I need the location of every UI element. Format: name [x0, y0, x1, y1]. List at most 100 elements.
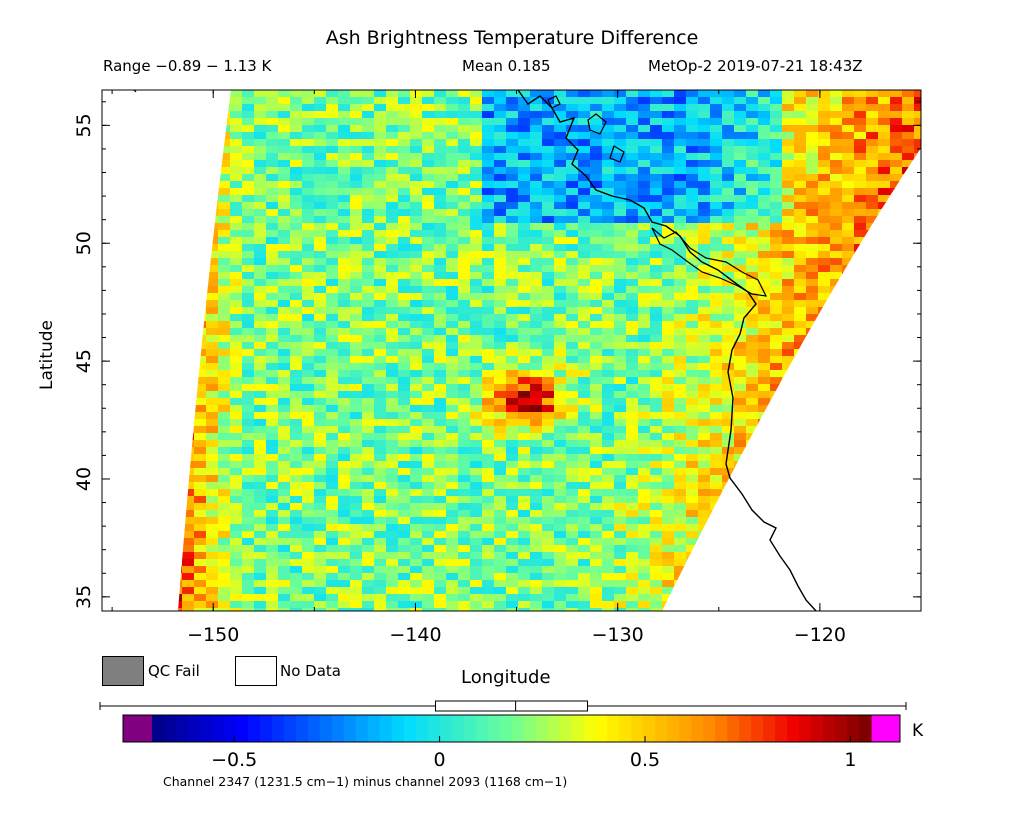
swath-cell — [722, 412, 735, 420]
swath-cell — [386, 552, 399, 560]
swath-cell — [242, 475, 255, 483]
swath-cell — [458, 356, 471, 364]
swath-cell — [914, 601, 921, 609]
swath-cell — [410, 545, 423, 553]
swath-cell — [650, 286, 663, 294]
swath-cell — [494, 608, 507, 611]
swath-cell — [278, 181, 291, 189]
swath-cell — [410, 293, 423, 301]
swath-cell — [398, 447, 411, 455]
swath-cell — [674, 139, 687, 147]
swath-cell — [722, 419, 735, 427]
swath-cell — [518, 489, 531, 497]
swath-cell — [362, 167, 375, 175]
swath-cell — [446, 454, 459, 462]
swath-cell — [338, 454, 351, 462]
swath-cell — [338, 391, 351, 399]
swath-cell — [374, 468, 387, 476]
swath-cell — [242, 188, 255, 196]
swath-cell — [878, 97, 891, 105]
swath-cell — [806, 216, 819, 224]
swath-cell — [218, 97, 231, 105]
swath-cell — [470, 468, 483, 476]
swath-cell — [230, 587, 243, 595]
swath-cell — [650, 209, 663, 217]
swath-cell — [890, 468, 903, 476]
swath-cell — [830, 454, 843, 462]
swath-cell — [362, 279, 375, 287]
swath-cell — [614, 608, 627, 611]
swath-cell — [902, 363, 915, 371]
swath-cell — [230, 440, 243, 448]
swath-cell — [806, 146, 819, 154]
swath-cell — [206, 524, 219, 532]
swath-cell — [290, 153, 303, 161]
swath-cell — [650, 335, 663, 343]
swath-cell — [254, 440, 267, 448]
swath-cell — [614, 475, 627, 483]
swath-cell — [230, 342, 243, 350]
swath-cell — [422, 356, 435, 364]
swath-cell — [182, 251, 195, 259]
swath-cell — [278, 335, 291, 343]
swath-cell — [866, 580, 879, 588]
swath-cell — [698, 279, 711, 287]
swath-cell — [806, 90, 819, 98]
swath-cell — [434, 440, 447, 448]
swath-cell — [722, 118, 735, 126]
swath-cell — [878, 153, 891, 161]
swath-cell — [854, 307, 867, 315]
swath-cell — [650, 559, 663, 567]
swath-cell — [674, 433, 687, 441]
swath-cell — [458, 405, 471, 413]
swath-cell — [446, 209, 459, 217]
swath-cell — [194, 391, 207, 399]
swath-cell — [554, 559, 567, 567]
swath-cell — [350, 475, 363, 483]
colorbar-segment — [403, 715, 417, 742]
swath-cell — [338, 608, 351, 611]
swath-cell — [518, 587, 531, 595]
swath-cell — [266, 258, 279, 266]
swath-cell — [902, 510, 915, 518]
swath-cell — [530, 251, 543, 259]
swath-cell — [278, 153, 291, 161]
colorbar-segment — [152, 715, 165, 742]
swath-cell — [626, 321, 639, 329]
swath-cell — [782, 559, 795, 567]
swath-cell — [314, 251, 327, 259]
swath-cell — [734, 412, 747, 420]
swath-cell — [506, 104, 519, 112]
swath-cell — [914, 321, 921, 329]
swath-cell — [206, 335, 219, 343]
swath-cell — [638, 160, 651, 168]
swath-cell — [362, 594, 375, 602]
swath-cell — [710, 195, 723, 203]
swath-cell — [398, 216, 411, 224]
swath-cell — [242, 90, 255, 98]
swath-cell — [806, 398, 819, 406]
swath-cell — [242, 419, 255, 427]
swath-cell — [386, 174, 399, 182]
swath-cell — [482, 398, 495, 406]
swath-cell — [350, 433, 363, 441]
swath-cell — [518, 265, 531, 273]
swath-cell — [446, 517, 459, 525]
swath-cell — [362, 90, 375, 98]
swath-cell — [362, 552, 375, 560]
swath-cell — [374, 419, 387, 427]
swath-cell — [422, 216, 435, 224]
swath-cell — [386, 132, 399, 140]
swath-cell — [614, 524, 627, 532]
swath-cell — [362, 216, 375, 224]
swath-cell — [698, 118, 711, 126]
swath-cell — [734, 587, 747, 595]
swath-cell — [542, 566, 555, 574]
swath-cell — [902, 146, 915, 154]
swath-cell — [326, 209, 339, 217]
swath-cell — [734, 503, 747, 511]
swath-cell — [830, 356, 843, 364]
swath-cell — [482, 608, 495, 611]
swath-cell — [458, 153, 471, 161]
swath-cell — [830, 447, 843, 455]
